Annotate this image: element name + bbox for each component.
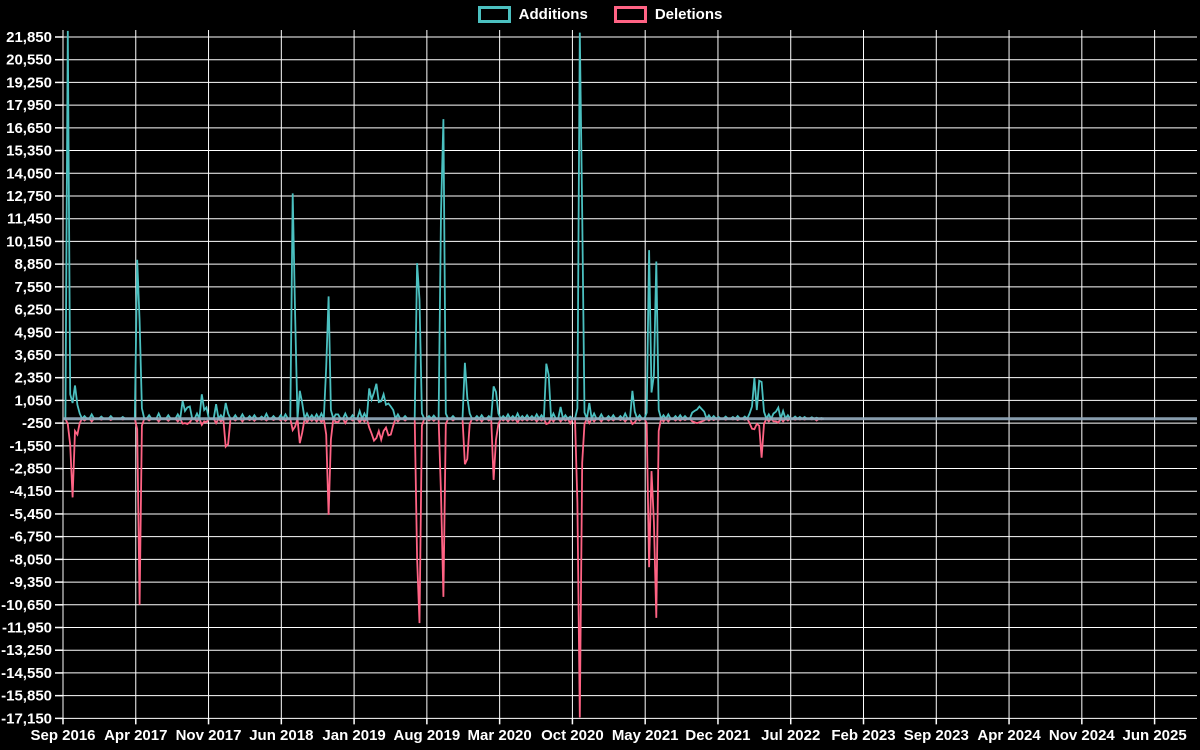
x-axis-tick-label: Jan 2019	[322, 727, 385, 744]
y-axis-tick-label: 11,450	[7, 211, 52, 228]
y-axis-tick-label: 6,250	[14, 302, 52, 319]
y-axis-tick-label: -17,150	[1, 710, 52, 727]
y-axis-tick-label: -9,350	[9, 574, 52, 591]
x-axis-tick-label: Aug 2019	[394, 727, 461, 744]
y-axis-tick-label: 1,050	[14, 392, 52, 409]
y-axis-tick-label: 2,350	[14, 370, 52, 387]
x-axis-tick-label: Sep 2016	[30, 727, 95, 744]
legend-label-deletions: Deletions	[654, 6, 723, 23]
y-axis-tick-label: 21,850	[6, 29, 52, 46]
y-axis-tick-label: -250	[22, 415, 52, 432]
x-axis-tick-label: Apr 2024	[977, 727, 1041, 744]
chart-legend: Additions Deletions	[0, 6, 1200, 23]
x-axis-tick-label: Oct 2020	[541, 727, 604, 744]
x-axis-tick-label: Jul 2022	[761, 727, 820, 744]
y-axis-tick-label: 4,950	[14, 324, 52, 341]
x-axis-tick-label: May 2021	[612, 727, 679, 744]
x-axis-tick-label: Sep 2023	[904, 727, 969, 744]
x-axis-tick-label: Jun 2025	[1122, 727, 1186, 744]
y-axis-tick-label: 14,050	[6, 165, 52, 182]
y-axis-tick-label: -1,550	[9, 438, 52, 455]
y-axis-tick-label: -8,050	[9, 551, 52, 568]
y-axis-tick-label: -10,650	[1, 597, 52, 614]
x-axis-tick-label: Dec 2021	[685, 727, 750, 744]
y-axis-tick-label: 15,350	[6, 143, 52, 160]
deletions-line	[63, 416, 825, 718]
x-axis-tick-label: Jun 2018	[249, 727, 313, 744]
additions-swatch-icon	[477, 6, 511, 23]
y-axis-tick-label: 3,650	[14, 347, 52, 364]
legend-item-additions[interactable]: Additions	[477, 6, 588, 23]
y-axis-tick-label: -6,750	[9, 529, 52, 546]
y-axis-tick-label: -14,550	[1, 665, 52, 682]
y-axis-tick-label: 16,650	[6, 120, 52, 137]
y-axis-tick-label: 7,550	[14, 279, 52, 296]
y-axis-tick-label: -11,950	[2, 620, 52, 637]
x-axis-tick-label: Nov 2024	[1049, 727, 1116, 744]
y-axis-tick-label: -2,850	[9, 461, 52, 478]
y-axis-tick-label: 8,850	[14, 256, 52, 273]
y-axis-tick-label: 12,750	[6, 188, 52, 205]
y-axis-tick-label: 10,150	[6, 233, 52, 250]
x-axis-tick-label: Feb 2023	[831, 727, 895, 744]
legend-label-additions: Additions	[518, 6, 588, 23]
y-axis-tick-label: 20,550	[6, 52, 52, 69]
additions-line	[63, 30, 825, 423]
y-axis-tick-label: -5,450	[9, 506, 52, 523]
x-axis-tick-label: Nov 2017	[176, 727, 242, 744]
deletions-swatch-icon	[613, 6, 647, 23]
legend-item-deletions[interactable]: Deletions	[613, 6, 723, 23]
y-axis-tick-label: 19,250	[6, 74, 52, 91]
x-axis-tick-label: Apr 2017	[104, 727, 167, 744]
y-axis-tick-label: -13,250	[1, 642, 52, 659]
x-axis-tick-label: Mar 2020	[468, 727, 532, 744]
y-axis-tick-label: 17,950	[6, 97, 52, 114]
y-axis-tick-label: -15,850	[1, 688, 52, 705]
y-axis-tick-label: -4,150	[9, 483, 52, 500]
